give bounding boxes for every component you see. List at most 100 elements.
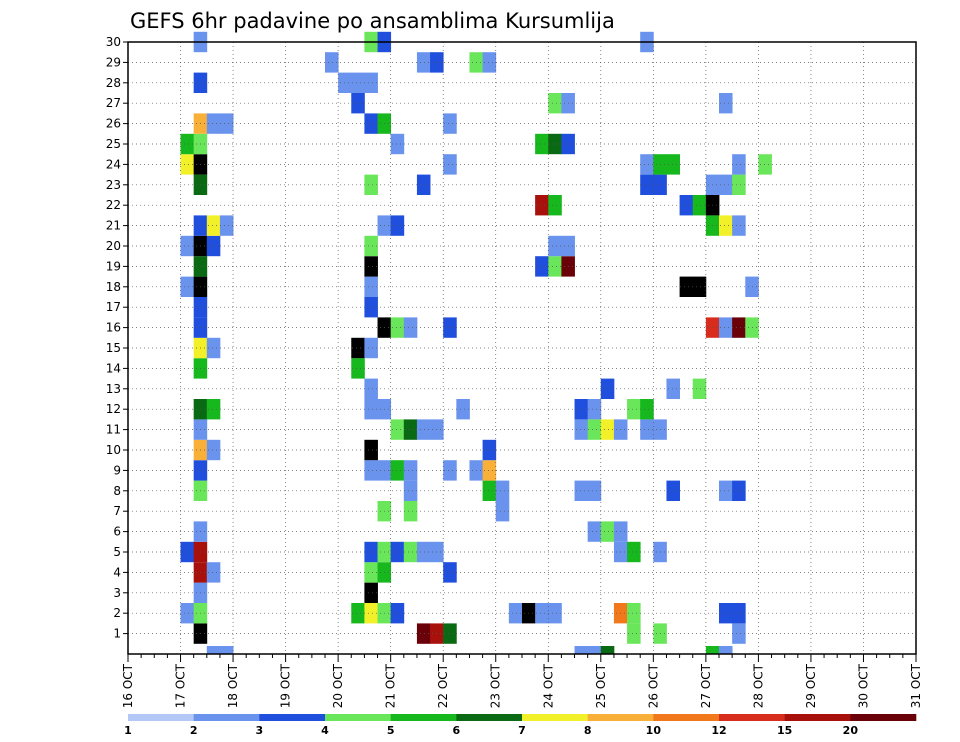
heatmap-cell — [364, 399, 378, 420]
heatmap-cell — [416, 419, 431, 440]
y-tick-label: 9 — [113, 463, 121, 477]
heatmap-cell — [508, 603, 523, 624]
heatmap-cell — [456, 399, 470, 420]
legend-label: 2 — [190, 724, 198, 737]
y-tick-label: 5 — [113, 545, 121, 559]
heatmap-cell — [180, 541, 195, 563]
heatmap-cell — [495, 501, 510, 522]
x-tick-label: 21 OCT — [384, 663, 398, 708]
heatmap-cell — [443, 623, 457, 644]
heatmap-cell — [719, 93, 733, 114]
y-tick-label: 26 — [106, 117, 121, 131]
heatmap-cell — [206, 399, 221, 420]
heatmap-cell — [351, 358, 365, 379]
x-tick-label: 24 OCT — [541, 663, 555, 708]
heatmap-cell — [600, 378, 615, 399]
heatmap-cell — [666, 480, 680, 501]
y-tick-label: 13 — [106, 382, 121, 396]
heatmap-cell — [719, 480, 733, 501]
heatmap-cell — [587, 521, 602, 542]
legend-label: 3 — [256, 724, 264, 737]
legend-swatch — [784, 714, 851, 721]
heatmap-cell — [206, 646, 221, 654]
heatmap-cell — [600, 521, 615, 542]
y-tick-label: 27 — [106, 96, 121, 110]
heatmap-cell — [574, 419, 589, 440]
y-tick-label: 15 — [106, 341, 121, 355]
heatmap-cell — [535, 603, 549, 624]
heatmap-cell — [482, 460, 497, 481]
heatmap-cell — [416, 541, 431, 563]
y-tick-label: 10 — [106, 443, 121, 457]
heatmap-cell — [325, 52, 339, 73]
y-tick-label: 20 — [106, 239, 121, 253]
heatmap-cell — [364, 582, 378, 603]
heatmap-cell — [495, 480, 510, 501]
x-tick-label: 17 OCT — [174, 663, 188, 708]
heatmap-cell — [390, 133, 405, 155]
legend: 1 2 3 4 5 6 7 8 10 12 15 20 — [124, 714, 917, 737]
heatmap-cell — [692, 195, 707, 216]
heatmap-cell — [535, 133, 549, 155]
heatmap-cell — [403, 317, 418, 338]
heatmap-cell — [679, 195, 694, 216]
heatmap-cell — [587, 480, 602, 501]
legend-label: 10 — [646, 724, 662, 737]
legend-label: 7 — [518, 724, 526, 737]
heatmap-cell — [548, 133, 562, 155]
legend-swatch — [128, 714, 194, 721]
y-axis: 1234567891011121314151617181920212223242… — [106, 35, 128, 641]
y-tick-label: 2 — [113, 606, 121, 620]
legend-label: 8 — [584, 724, 592, 737]
chart-title: GEFS 6hr padavine po ansamblima Kursumli… — [130, 9, 615, 33]
grid-lines — [128, 41, 916, 654]
y-tick-label: 19 — [106, 259, 121, 273]
legend-label: 1 — [124, 724, 132, 737]
y-tick-label: 7 — [113, 504, 121, 518]
y-tick-label: 14 — [106, 361, 121, 375]
heatmap-cell — [574, 480, 589, 501]
heatmap-cell — [692, 276, 707, 297]
legend-label: 15 — [777, 724, 792, 737]
legend-label: 4 — [321, 724, 329, 737]
y-tick-label: 25 — [106, 137, 121, 151]
heatmap-cell — [364, 235, 378, 257]
y-tick-label: 22 — [106, 198, 121, 212]
heatmap-cell — [443, 154, 457, 175]
y-tick-label: 6 — [113, 525, 121, 539]
heatmap-cell — [600, 646, 615, 654]
legend-swatch — [456, 714, 523, 721]
heatmap-cell — [666, 378, 680, 399]
heatmap-cell — [705, 646, 720, 654]
y-tick-label: 16 — [106, 321, 121, 335]
heatmap-cell — [403, 501, 418, 522]
heatmap-cell — [364, 113, 378, 134]
heatmap-cell — [548, 93, 562, 114]
heatmap-cell — [180, 235, 195, 257]
heatmap-cell — [219, 215, 234, 236]
legend-swatch — [719, 714, 785, 721]
heatmap-cell — [364, 460, 378, 481]
heatmap-cell — [548, 195, 562, 216]
legend-swatch — [587, 714, 654, 721]
x-tick-label: 25 OCT — [594, 663, 608, 708]
heatmap-cell — [206, 439, 221, 461]
y-tick-label: 12 — [106, 402, 121, 416]
heatmap-cell — [351, 603, 365, 624]
heatmap-cell — [180, 276, 195, 297]
x-tick-label: 23 OCT — [489, 663, 503, 708]
heatmap-cell — [180, 154, 195, 175]
heatmap-cell — [535, 195, 549, 216]
legend-label: 12 — [711, 724, 726, 737]
heatmap-cell — [640, 154, 654, 175]
y-tick-label: 11 — [106, 423, 121, 437]
legend-swatch — [850, 714, 917, 721]
heatmap-cell — [732, 215, 746, 236]
heatmap-cell — [206, 235, 221, 257]
heatmap-cell — [364, 276, 378, 297]
heatmap-cell — [364, 337, 378, 359]
heatmap-cell — [587, 419, 602, 440]
heatmap-cell — [390, 460, 405, 481]
heatmap-cell — [758, 154, 772, 175]
